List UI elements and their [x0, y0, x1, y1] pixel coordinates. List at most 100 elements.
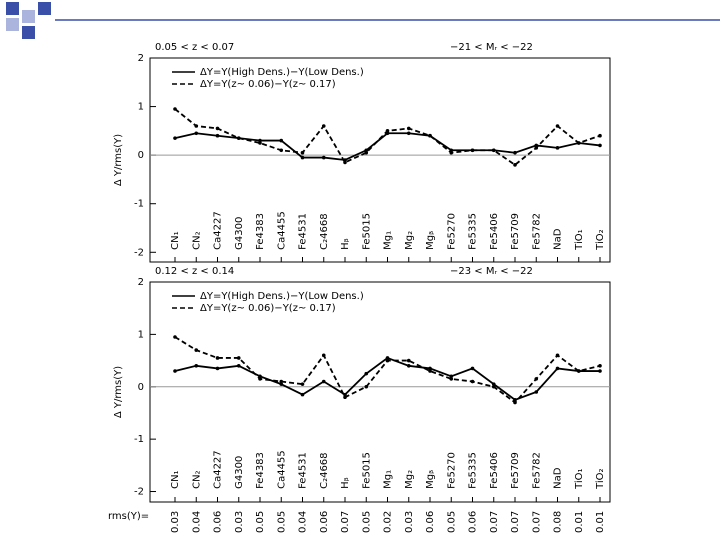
point: [576, 141, 581, 145]
y-axis-label: Δ Y/rms(Y): [113, 134, 124, 186]
legend-label: ΔY=Y(High Dens.)−Y(Low Dens.): [200, 291, 364, 302]
rms-value: 0.06: [319, 511, 330, 533]
x-tick-label: CN₁: [170, 231, 181, 249]
point: [491, 148, 496, 153]
point: [576, 369, 581, 373]
x-tick-label: Hᵦ: [340, 238, 351, 250]
x-tick-label: Fe4383: [255, 452, 266, 489]
x-tick-label: Mg₂: [404, 231, 415, 250]
point: [555, 124, 560, 128]
x-tick-label: TiO₁: [574, 468, 585, 489]
point: [194, 348, 199, 352]
point: [406, 131, 411, 136]
point: [300, 382, 305, 386]
square: [22, 10, 35, 23]
x-tick-label: Mgᵦ: [425, 470, 436, 489]
point: [300, 150, 305, 155]
legend-label: ΔY=Y(z~ 0.06)−Y(z~ 0.17): [200, 303, 336, 314]
panel-title: 0.12 < z < 0.14: [155, 266, 234, 277]
x-tick-label: Fe5270: [446, 452, 457, 489]
legend-label: ΔY=Y(High Dens.)−Y(Low Dens.): [200, 67, 364, 78]
x-tick-label: Fe4383: [255, 213, 266, 250]
point: [364, 384, 369, 389]
x-tick-label: G4300: [234, 456, 245, 489]
point: [598, 143, 602, 148]
rms-value: 0.08: [553, 511, 564, 533]
point: [555, 366, 560, 371]
y-tick-label: -1: [134, 199, 144, 210]
point: [343, 395, 347, 400]
square: [38, 2, 51, 15]
x-tick-label: Ca4455: [276, 211, 287, 250]
x-tick-label: Ca4227: [213, 450, 224, 489]
plot-frame: [149, 281, 611, 503]
y-tick-label: -1: [134, 434, 144, 445]
point: [173, 335, 177, 339]
x-tick-label: Fe5015: [361, 452, 372, 489]
x-tick-label: Fe5270: [446, 213, 457, 250]
rms-value: 0.07: [531, 511, 542, 533]
point: [258, 141, 262, 145]
rms-value: 0.05: [446, 511, 457, 533]
legend-label: ΔY=Y(z~ 0.06)−Y(z~ 0.17): [200, 79, 336, 90]
point: [406, 126, 411, 131]
square: [22, 26, 35, 39]
rms-value: 0.06: [468, 511, 479, 533]
point: [449, 150, 454, 155]
x-tick-label: Ca4455: [276, 450, 287, 489]
point: [406, 364, 411, 368]
point: [194, 131, 199, 136]
point: [534, 390, 539, 394]
point: [236, 136, 241, 140]
plot-frame: [149, 57, 611, 263]
panel-title: −21 < Mᵣ < −22: [450, 42, 533, 53]
rms-value: 0.03: [170, 511, 181, 533]
x-tick-label: Fe4531: [298, 213, 309, 250]
decoration: [6, 2, 720, 39]
panel-title: −23 < Mᵣ < −22: [450, 266, 533, 277]
x-tick-label: C₂4668: [319, 452, 330, 488]
point: [279, 379, 284, 384]
point: [300, 392, 305, 397]
x-tick-label: Fe5782: [531, 213, 542, 250]
point: [173, 369, 177, 373]
rms-value: 0.05: [255, 511, 266, 533]
point: [385, 129, 390, 133]
x-tick-label: C₂4668: [319, 213, 330, 249]
x-tick-label: TiO₁: [574, 229, 585, 250]
rms-value: 0.07: [340, 511, 351, 533]
x-tick-label: Ca4227: [213, 211, 224, 250]
point: [598, 369, 602, 373]
x-tick-label: Fe4531: [298, 452, 309, 489]
rms-value: 0.04: [191, 511, 202, 533]
x-tick-label: Fe5782: [531, 452, 542, 489]
x-tick-label: CN₂: [191, 231, 202, 249]
point: [215, 356, 220, 360]
point: [534, 377, 539, 381]
x-tick-label: Mgᵦ: [425, 231, 436, 250]
y-tick-label: 0: [138, 150, 144, 161]
x-tick-label: TiO₂: [595, 468, 606, 489]
point: [449, 374, 454, 379]
y-tick-label: 2: [138, 277, 144, 288]
y-tick-label: 1: [138, 102, 144, 113]
y-tick-label: 1: [138, 329, 144, 340]
point: [215, 126, 220, 131]
rms-value: 0.06: [425, 511, 436, 533]
point: [236, 356, 241, 360]
point: [173, 107, 177, 111]
rms-value: 0.06: [213, 511, 224, 533]
point: [513, 163, 517, 167]
x-tick-label: Hᵦ: [340, 477, 351, 489]
point: [215, 366, 220, 371]
point: [364, 150, 369, 155]
point: [470, 379, 475, 384]
y-tick-label: 2: [138, 53, 144, 64]
rms-value: 0.07: [510, 511, 521, 533]
y-tick-label: -2: [134, 487, 144, 498]
point: [364, 371, 369, 376]
x-tick-label: Fe5406: [489, 452, 500, 489]
point: [491, 382, 496, 386]
point: [385, 356, 390, 360]
